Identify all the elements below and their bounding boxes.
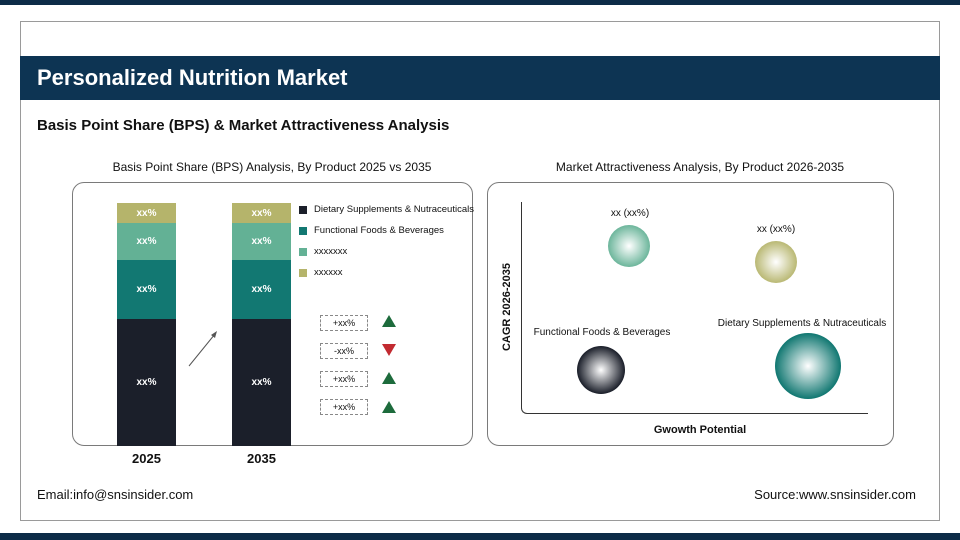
up-triangle-icon — [382, 401, 396, 413]
x-tick-2025: 2025 — [132, 451, 161, 466]
bubble — [775, 333, 841, 399]
bubble-label: xx (xx%) — [610, 208, 650, 219]
y-axis-label: CAGR 2026-2035 — [501, 262, 513, 352]
down-triangle-icon — [382, 344, 396, 356]
bar-2025: xx% xx% xx% xx% — [117, 203, 176, 446]
bar-segment: xx% — [232, 319, 291, 446]
bar-segment: xx% — [117, 203, 176, 223]
attractiveness-panel — [487, 182, 894, 446]
bar-2035: xx% xx% xx% xx% — [232, 203, 291, 446]
legend-item: Functional Foods & Beverages — [299, 225, 444, 236]
bar-segment: xx% — [232, 203, 291, 223]
up-triangle-icon — [382, 315, 396, 327]
bar-segment: xx% — [117, 260, 176, 319]
bubble — [577, 346, 625, 394]
bubble — [608, 225, 650, 267]
change-box: +xx% — [320, 315, 368, 331]
attractiveness-chart-title: Market Attractiveness Analysis, By Produ… — [555, 160, 845, 174]
bubble — [755, 241, 797, 283]
legend-item: xxxxxx — [299, 267, 343, 278]
page-title: Personalized Nutrition Market — [20, 56, 940, 100]
change-box: +xx% — [320, 399, 368, 415]
arrow-icon — [188, 331, 217, 367]
bar-segment: xx% — [232, 223, 291, 260]
change-box: +xx% — [320, 371, 368, 387]
bubble-label: xx (xx%) — [756, 224, 796, 235]
legend-item: Dietary Supplements & Nutraceuticals — [299, 204, 474, 215]
bar-segment: xx% — [232, 260, 291, 319]
change-box: -xx% — [320, 343, 368, 359]
frame — [20, 21, 940, 521]
x-tick-2035: 2035 — [247, 451, 276, 466]
axes — [521, 202, 868, 414]
bar-segment: xx% — [117, 319, 176, 446]
bubble-label: Dietary Supplements & Nutraceuticals — [717, 318, 887, 329]
bottom-band — [0, 533, 960, 540]
subtitle: Basis Point Share (BPS) & Market Attract… — [37, 117, 450, 134]
legend-item: xxxxxxx — [299, 246, 347, 257]
footer-source: Source:www.snsinsider.com — [754, 487, 916, 502]
footer-email: Email:info@snsinsider.com — [37, 487, 194, 502]
bps-chart-title: Basis Point Share (BPS) Analysis, By Pro… — [112, 160, 432, 174]
bubble-label: Functional Foods & Beverages — [533, 327, 671, 338]
top-band — [0, 0, 960, 5]
x-axis-label: Gwowth Potential — [653, 424, 747, 436]
bar-segment: xx% — [117, 223, 176, 260]
up-triangle-icon — [382, 372, 396, 384]
